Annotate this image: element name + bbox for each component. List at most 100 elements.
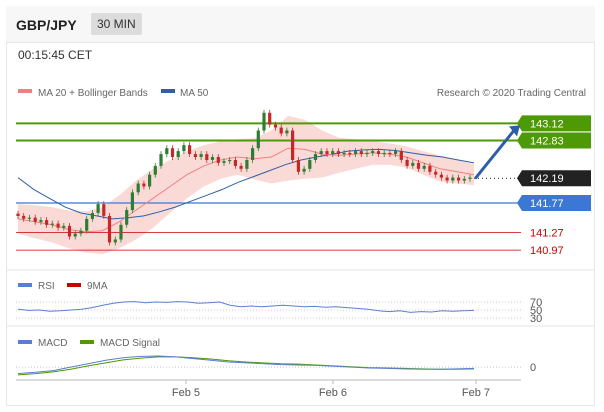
- pair-title: GBP/JPY: [16, 17, 77, 33]
- candle-body: [359, 151, 363, 154]
- candle-body: [73, 233, 77, 237]
- level-label-140-97: 140.97: [530, 245, 564, 257]
- candle-body: [319, 151, 323, 154]
- candle-body: [262, 112, 266, 131]
- candle-body: [296, 160, 300, 172]
- timeframe-badge[interactable]: 30 MIN: [91, 13, 142, 35]
- candle-body: [405, 160, 409, 166]
- candle-body: [210, 157, 215, 160]
- candle-body: [85, 218, 89, 231]
- candle-body: [113, 239, 117, 243]
- candle-body: [67, 225, 72, 237]
- candle-body: [107, 215, 112, 243]
- candle-body: [245, 160, 249, 169]
- candle-body: [411, 162, 415, 166]
- candle-body: [428, 165, 432, 172]
- candle-body: [416, 162, 421, 169]
- candle-body: [102, 204, 106, 216]
- candle-body: [422, 165, 426, 169]
- candle-body: [56, 223, 60, 228]
- candle-body: [22, 215, 26, 219]
- candle-body: [457, 177, 461, 181]
- candle-body: [279, 127, 283, 134]
- candle-body: [302, 168, 306, 172]
- candle-body: [159, 154, 163, 166]
- level-label-142-83: 142.83: [530, 136, 564, 148]
- legend-ma20-label: MA 20 + Bollinger Bands: [38, 88, 148, 99]
- candle-body: [313, 154, 318, 160]
- candle-body: [90, 213, 94, 219]
- level-label-141-27: 141.27: [530, 227, 564, 239]
- candle-body: [165, 148, 169, 155]
- candle-body: [153, 165, 157, 175]
- ma20-line: [17, 147, 475, 233]
- candle-body: [216, 157, 220, 163]
- legend-rsi-ma-swatch: [67, 283, 81, 287]
- candle-body: [136, 183, 140, 193]
- candle-body: [451, 177, 455, 181]
- x-tick-label: Feb 7: [462, 387, 490, 399]
- candle-body: [394, 151, 398, 154]
- candle-body: [50, 223, 54, 225]
- legend-macd-label: MACD: [38, 338, 67, 349]
- legend-rsi-ma-label: 9MA: [87, 281, 108, 292]
- legend-macd-signal-label: MACD Signal: [100, 338, 160, 349]
- timestamp: 00:15:45 CET: [18, 48, 93, 62]
- candle-body: [462, 178, 466, 181]
- candle-body: [388, 152, 392, 155]
- candle-body: [148, 174, 152, 187]
- candle-body: [365, 152, 369, 155]
- level-tag-143-12: [517, 115, 591, 132]
- macd-signal-line: [17, 356, 475, 376]
- price-panel: 143.12 142.83 142.19 141.77 141.27 140.97: [16, 109, 591, 257]
- candle-body: [434, 171, 438, 175]
- candle-body: [336, 151, 340, 154]
- candle-body: [233, 160, 237, 166]
- candle-body: [348, 152, 352, 155]
- rsi-tick-30: 30: [530, 313, 542, 325]
- macd-line: [17, 355, 475, 375]
- legend-macd-swatch: [18, 340, 32, 344]
- candle-body: [188, 145, 192, 154]
- candle-body: [222, 161, 226, 163]
- rsi-line: [17, 301, 475, 313]
- candle-body: [399, 151, 403, 160]
- x-tick-label: Feb 6: [319, 387, 347, 399]
- candle-body: [125, 210, 129, 225]
- legend-ma20-swatch: [18, 89, 32, 93]
- candle-body: [342, 152, 346, 155]
- level-label-141-77: 141.77: [530, 198, 564, 210]
- level-label-142-19: 142.19: [530, 173, 564, 185]
- macd-panel: 0: [16, 355, 536, 376]
- candle-body: [445, 177, 449, 181]
- macd-tick-0: 0: [530, 362, 536, 374]
- candle-body: [182, 145, 186, 152]
- candle-body: [176, 151, 180, 157]
- level-tag-141-77: [517, 195, 591, 211]
- legend-rsi-label: RSI: [38, 281, 55, 292]
- x-tick-label: Feb 5: [172, 387, 200, 399]
- candle-body: [142, 183, 146, 187]
- candle-body: [268, 112, 272, 125]
- candle-body: [331, 151, 335, 154]
- candle-body: [468, 177, 472, 179]
- candle-body: [354, 151, 358, 154]
- rsi-tick-50: 50: [530, 305, 542, 317]
- chart-frame: [6, 42, 595, 406]
- forecast-arrow-shaft: [474, 128, 516, 180]
- candle-body: [130, 192, 134, 211]
- candle-body: [96, 204, 100, 213]
- candle-body: [228, 160, 232, 162]
- candle-body: [251, 148, 255, 160]
- candle-body: [119, 224, 123, 240]
- legend-rsi-swatch: [18, 283, 32, 287]
- legend-ma50-label: MA 50: [180, 88, 209, 99]
- level-tag-142-19: [517, 170, 591, 187]
- candle-body: [291, 130, 295, 160]
- candle-body: [27, 217, 31, 219]
- candle-body: [62, 225, 66, 228]
- candle-body: [39, 220, 43, 222]
